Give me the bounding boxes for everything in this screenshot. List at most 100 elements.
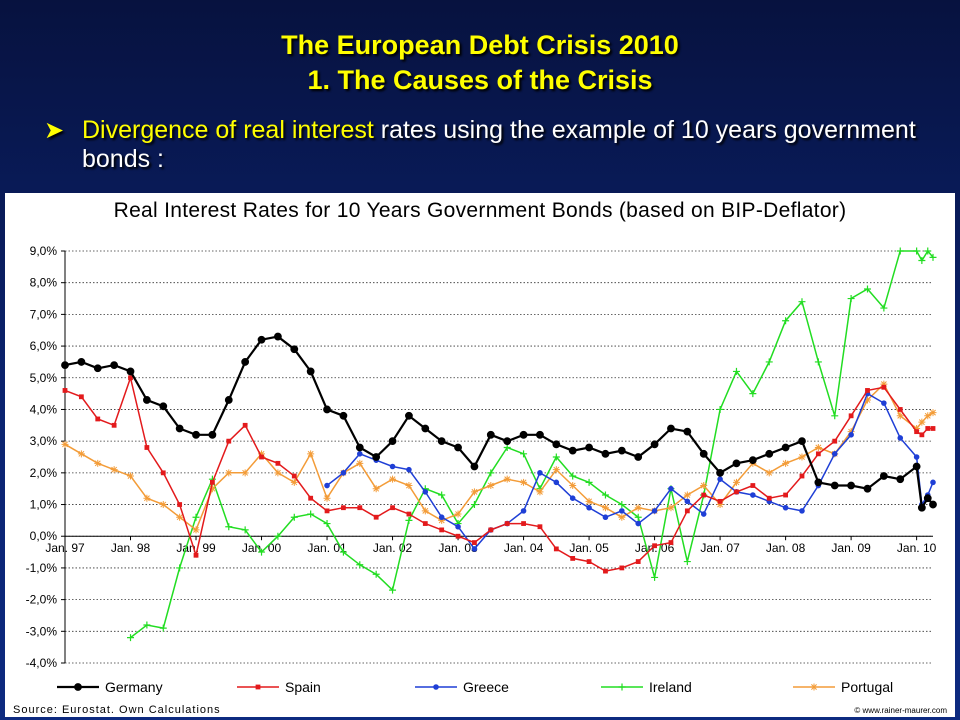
data-point-portugal [356,459,364,467]
data-point-spain [78,394,84,400]
data-point-spain [897,407,903,412]
bullet-text: Divergence of real interest rates using … [82,116,942,174]
data-point-portugal [863,396,871,404]
y-tick-label: 9,0% [30,244,58,258]
data-point-spain [881,384,887,390]
data-point-spain [815,451,821,457]
data-point-spain [783,492,789,498]
data-point-portugal [634,504,642,512]
data-point-portugal [405,482,413,490]
data-point-greece [684,498,691,505]
data-point-ireland [258,548,266,556]
bullet-highlight: Divergence of real interest [82,116,374,144]
data-point-spain [668,540,674,545]
data-point-germany [175,424,184,433]
x-tick-label: Jan. 03 [438,541,478,555]
data-point-greece [913,454,920,460]
data-point-spain [275,460,281,466]
y-tick-label: 6,0% [30,339,58,353]
data-point-germany [732,459,741,468]
data-point-ireland [143,621,151,629]
data-point-ireland [863,285,871,293]
data-point-portugal [601,504,609,512]
series-line-greece [326,392,934,551]
data-point-spain [373,514,379,520]
data-point-germany [323,405,331,414]
data-point-portugal [307,450,315,458]
data-point-greece [324,482,330,489]
slide-title: The European Debt Crisis 2010 1. The Cau… [0,28,960,98]
data-point-spain [488,527,494,533]
data-point-greece [635,520,642,527]
data-point-germany [519,430,528,439]
data-point-spain [472,540,477,545]
x-tick-label: Jan. 10 [897,541,937,555]
data-point-germany [814,478,823,487]
data-point-ireland [225,523,233,531]
data-point-ireland [683,558,691,566]
data-point-spain [504,521,510,526]
data-point-portugal [929,409,937,417]
data-point-greece [569,495,576,502]
data-point-spain [160,470,166,476]
y-tick-label: 7,0% [30,307,58,321]
data-point-ireland [847,295,855,303]
data-point-germany [159,402,168,411]
data-point-portugal [683,491,691,499]
data-point-ireland [356,561,364,569]
data-point-greece [356,451,363,457]
y-tick-label: -4,0% [26,656,58,670]
y-tick-label: 3,0% [30,434,58,448]
y-tick-label: 5,0% [30,371,58,385]
data-point-portugal [192,526,200,534]
data-point-ireland [585,478,593,486]
data-point-portugal [847,428,855,436]
data-point-spain [701,492,707,498]
legend-label-portugal: Portugal [841,679,893,695]
data-point-spain [619,565,625,571]
data-point-portugal [618,513,626,521]
data-point-portugal [176,513,184,521]
data-point-germany [781,443,790,452]
data-point-greece [586,504,592,511]
data-point-ireland [896,247,904,255]
data-point-spain [865,388,870,393]
data-point-portugal [454,510,462,518]
data-point-germany [306,367,315,376]
data-point-greece [668,485,674,492]
data-point-germany [896,475,905,484]
data-point-ireland [159,624,167,632]
slide-title-line2: 1. The Causes of the Crisis [307,65,653,95]
data-point-germany [847,481,856,490]
data-point-ireland [929,253,937,261]
data-point-spain [537,524,543,530]
data-point-germany [405,411,413,420]
data-point-spain [717,498,723,504]
data-point-portugal [503,475,511,483]
data-point-greece [537,470,543,476]
data-point-portugal [274,469,282,477]
data-point-greece [881,400,887,406]
data-point-germany [667,424,675,433]
legend-label-ireland: Ireland [649,679,692,695]
data-point-ireland [569,472,577,480]
data-point-greece [520,508,527,514]
data-point-spain [406,511,412,517]
data-point-spain [848,413,854,419]
data-point-ireland [798,298,806,306]
arrow-bullet-icon: ➤ [44,117,65,144]
data-point-greece [848,432,854,438]
data-point-greece [717,476,723,482]
data-point-spain [177,502,183,507]
data-point-germany [798,437,806,446]
data-point-germany [912,462,921,471]
data-point-spain [226,438,232,444]
data-point-spain [914,429,920,435]
data-point-greece [619,508,625,514]
x-tick-label: Jan. 08 [766,541,806,555]
data-point-greece [602,514,609,521]
data-point-portugal [110,466,118,474]
data-point-spain [925,426,931,431]
y-tick-label: 2,0% [30,466,58,480]
data-point-ireland [487,469,495,477]
